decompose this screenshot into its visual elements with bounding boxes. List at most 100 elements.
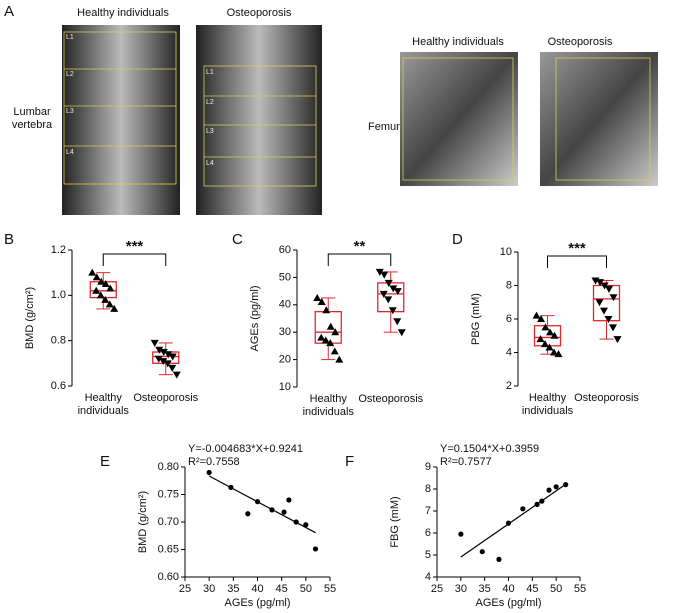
fit-line: [460, 483, 567, 558]
y-tick-label: 2: [506, 380, 512, 392]
y-tick-label: 50: [279, 271, 291, 283]
data-point: [541, 323, 550, 331]
data-point: [393, 318, 402, 326]
data-point: [168, 353, 177, 361]
level-label: L4: [66, 149, 74, 156]
side-label: Lumbar vertebra: [11, 106, 53, 131]
y-tick-label: 8: [506, 279, 512, 291]
data-point: [609, 324, 617, 332]
y-tick-label: 0.60: [158, 571, 179, 583]
panel-label: D: [452, 231, 463, 248]
data-point: [609, 294, 618, 302]
x-tick-label: 40: [251, 583, 263, 595]
data-point: [595, 299, 604, 307]
xray-image: [196, 25, 322, 215]
y-axis-label: AGEs (pg/ml): [249, 285, 261, 351]
x-tick-label: 45: [526, 583, 538, 595]
panel-label: C: [232, 231, 243, 248]
data-point: [534, 501, 540, 507]
data-point: [245, 511, 251, 517]
x-tick-label: Osteoporosis: [574, 392, 639, 404]
data-point: [384, 296, 393, 304]
level-label: L2: [66, 71, 74, 78]
data-point: [375, 268, 384, 276]
y-tick-label: 5: [425, 549, 431, 561]
data-point: [110, 304, 119, 312]
data-point: [159, 358, 168, 366]
data-point: [550, 331, 559, 339]
r-squared: R²=0.7577: [440, 456, 492, 468]
data-point: [326, 322, 335, 330]
data-point: [539, 498, 545, 504]
data-point: [380, 271, 389, 279]
y-tick-label: 9: [425, 461, 431, 473]
data-point: [172, 371, 181, 379]
y-tick-label: 0.80: [158, 461, 179, 473]
data-point: [330, 347, 339, 355]
data-point: [479, 549, 485, 555]
data-point: [317, 298, 326, 306]
data-point: [458, 531, 464, 537]
significance-bracket: [102, 253, 167, 266]
image-title: Healthy individuals: [412, 36, 504, 48]
data-point: [596, 279, 604, 287]
data-point: [546, 328, 554, 336]
y-tick-label: 10: [279, 381, 291, 393]
data-point: [321, 336, 330, 344]
y-axis-label: BMD (g/cm²): [24, 287, 36, 349]
level-label: L3: [66, 108, 74, 115]
data-point: [92, 273, 101, 281]
significance: ***: [126, 238, 144, 255]
data-point: [563, 482, 569, 488]
x-tick-label: 25: [431, 583, 443, 595]
x-tick-label: Osteoporosis: [358, 393, 424, 405]
data-point: [397, 329, 406, 337]
x-tick-label: 50: [300, 583, 312, 595]
data-point: [388, 307, 397, 315]
data-point: [553, 484, 559, 490]
image-title: Healthy individuals: [77, 7, 169, 19]
y-tick-label: 0.70: [158, 516, 179, 528]
significance: ***: [568, 240, 586, 257]
x-tick-label: 40: [502, 583, 514, 595]
data-point: [163, 360, 172, 368]
side-label: Femur: [368, 121, 400, 133]
y-tick-label: 6: [425, 527, 431, 539]
x-tick-label: 55: [324, 583, 336, 595]
data-point: [541, 340, 549, 348]
data-point: [101, 280, 110, 287]
y-axis-label: PBG (mM): [470, 293, 482, 345]
data-point: [545, 343, 554, 351]
data-point: [389, 285, 398, 293]
data-point: [546, 487, 552, 493]
data-point: [269, 507, 275, 513]
y-tick-label: 10: [500, 246, 512, 258]
xray-image: [540, 52, 658, 186]
data-point: [600, 307, 608, 315]
y-tick-label: 0.75: [158, 488, 179, 500]
roi-outlines: [63, 31, 651, 187]
data-point: [537, 315, 545, 322]
y-tick-label: 20: [279, 354, 291, 366]
box: [592, 284, 621, 322]
y-tick-label: 4: [425, 571, 431, 583]
y-tick-label: 1.2: [51, 244, 66, 256]
y-tick-label: 8: [425, 483, 431, 495]
significance: **: [354, 238, 366, 255]
data-point: [520, 506, 526, 512]
panel-label: A: [4, 3, 14, 20]
data-point: [384, 279, 393, 287]
equation: Y=0.1504*X+0.3959: [440, 443, 539, 455]
data-point: [97, 277, 106, 285]
x-tick-label: 35: [479, 583, 491, 595]
x-tick-label: 35: [227, 583, 239, 595]
data-point: [281, 509, 287, 515]
data-point: [532, 311, 541, 319]
data-point: [550, 348, 558, 356]
data-point: [600, 282, 609, 290]
y-tick-label: 4: [506, 346, 512, 358]
xray-image: [62, 25, 180, 215]
data-point: [164, 351, 173, 359]
